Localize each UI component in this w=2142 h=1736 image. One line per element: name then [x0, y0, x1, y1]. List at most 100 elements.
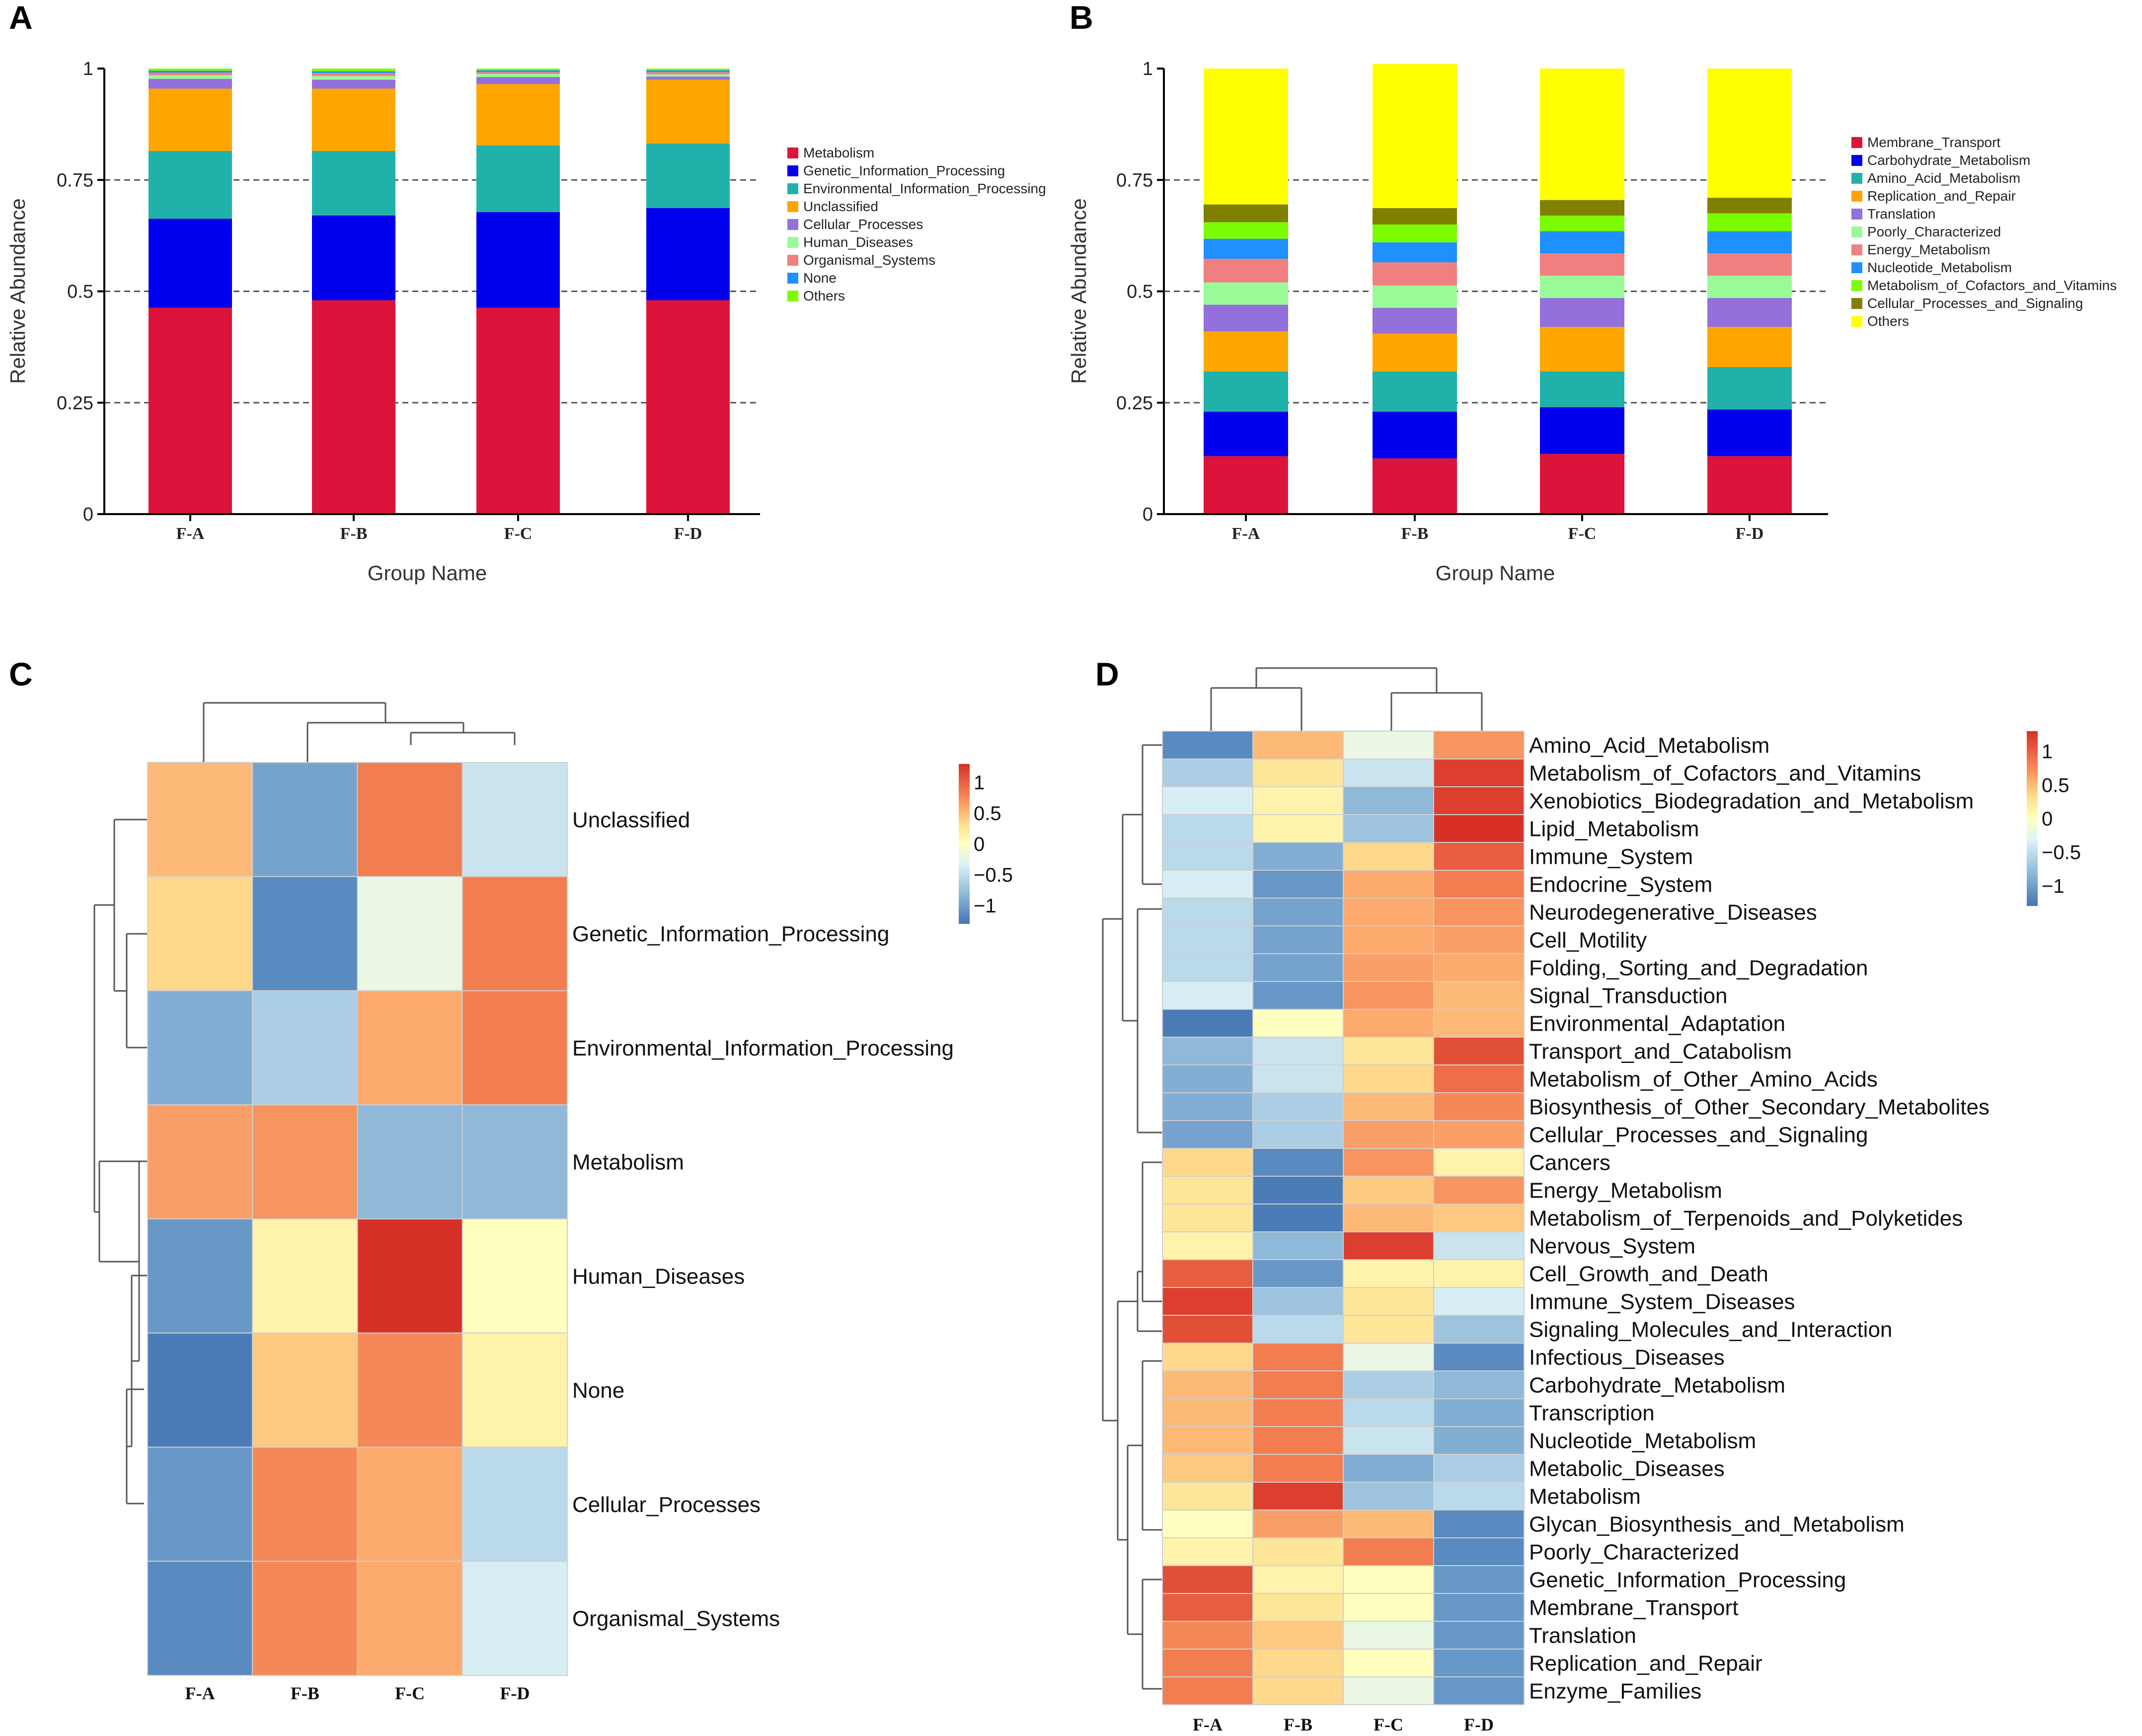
cell-immune-system-diseases-f-c [1343, 1287, 1434, 1316]
cell-environmental-information-processing-f-d [461, 990, 568, 1106]
cell-nucleotide-metabolism-f-a [1162, 1426, 1253, 1455]
cell-unclassified-f-a [147, 762, 253, 877]
cell-metabolism-of-terpenoids-and-polyketides-f-c [1343, 1204, 1434, 1232]
colorbar-tick-label: 0.5 [974, 803, 1001, 825]
cell-signal-transduction-f-b [1252, 981, 1344, 1010]
cell-infectious-diseases-f-d [1433, 1343, 1525, 1371]
bar-f-a-carbohydrate-metabolism [1204, 411, 1288, 456]
panel-a-x-ticks: F-A F-B F-C F-D [176, 514, 702, 543]
bar-f-b-metabolism [312, 300, 395, 514]
cell-replication-and-repair-f-b [1252, 1649, 1344, 1677]
cell-cancers-f-b [1252, 1148, 1344, 1177]
bar-f-a-poorly-characterized [1204, 282, 1288, 305]
cell-environmental-information-processing-f-a [147, 990, 253, 1106]
legend-swatch-human-diseases [787, 237, 798, 248]
legend-label-unclassified: Unclassified [803, 199, 878, 214]
cell-cellular-processes-f-c [357, 1446, 463, 1562]
cell-metabolism-f-b [252, 1104, 358, 1219]
cell-cell-motility-f-c [1343, 925, 1434, 954]
cell-environmental-information-processing-f-c [357, 990, 463, 1106]
cell-lipid-metabolism-f-d [1433, 814, 1525, 843]
cell-amino-acid-metabolism-f-b [1252, 731, 1344, 759]
bar-f-a-none [149, 71, 232, 73]
row-label-metabolism-of-other-amino-acids: Metabolism_of_Other_Amino_Acids [1529, 1067, 1878, 1091]
panel-c-dendrograms [93, 702, 516, 1505]
cell-xenobiotics-biodegradation-and-metabolism-f-a [1162, 786, 1253, 815]
cell-environmental-adaptation-f-c [1343, 1009, 1434, 1038]
cell-human-diseases-f-a [147, 1218, 253, 1334]
legend-swatch-poorly-characterized [1851, 226, 1862, 237]
cell-nucleotide-metabolism-f-b [1252, 1426, 1344, 1455]
legend-swatch-membrane-transport [1851, 137, 1862, 148]
cell-transcription-f-d [1433, 1398, 1525, 1427]
row-label-replication-and-repair: Replication_and_Repair [1529, 1651, 1762, 1675]
legend-label-none: None [803, 270, 837, 286]
bar-f-d-cellular-processes-and-signaling [1707, 198, 1792, 214]
row-label-folding-sorting-and-degradation: Folding,_Sorting_and_Degradation [1529, 956, 1868, 980]
cell-none-f-d [461, 1332, 568, 1448]
bar-f-c-metabolism [476, 307, 560, 514]
cell-cell-motility-f-b [1252, 925, 1344, 954]
cell-genetic-information-processing-f-a [1162, 1565, 1253, 1594]
cell-metabolism-f-a [147, 1104, 253, 1219]
y-tick-label: 0.5 [67, 282, 93, 302]
panel-b-x-axis-title: Group Name [1436, 561, 1555, 585]
bar-f-a-human-diseases [149, 75, 232, 79]
colorbar-tick-label: 0.5 [2042, 774, 2069, 796]
legend-swatch-metabolism-of-cofactors-and-vitamins [1851, 280, 1862, 291]
cell-organismal-systems-f-b [252, 1561, 358, 1676]
row-label-transcription: Transcription [1529, 1401, 1655, 1425]
bar-f-c-energy-metabolism [1540, 253, 1624, 276]
cell-infectious-diseases-f-c [1343, 1343, 1434, 1371]
panel-b-stacked-bar-chart: 0 0.25 0.5 0.75 1 F-A F-B F-C F-D Group Name Re… [1067, 59, 2117, 585]
x-tick-label-f-c: F-C [504, 525, 533, 543]
col-label-f-c: F-C [1374, 1715, 1403, 1735]
bar-f-d-organismal-systems [646, 72, 730, 75]
cell-environmental-adaptation-f-d [1433, 1009, 1525, 1038]
cell-organismal-systems-f-d [461, 1561, 568, 1676]
cell-endocrine-system-f-b [1252, 870, 1344, 899]
cell-replication-and-repair-f-d [1433, 1649, 1525, 1677]
bar-f-d-carbohydrate-metabolism [1707, 409, 1792, 456]
legend-label-others: Others [1867, 313, 1909, 329]
cell-cell-motility-f-d [1433, 925, 1525, 954]
cell-signal-transduction-f-d [1433, 981, 1525, 1010]
cell-cell-growth-and-death-f-a [1162, 1259, 1253, 1288]
cell-unclassified-f-d [461, 762, 568, 877]
bar-f-c-organismal-systems [476, 72, 560, 74]
x-tick-label-f-d: F-D [674, 525, 702, 543]
legend-label-organismal-systems: Organismal_Systems [803, 252, 935, 268]
panel-a-legend: Metabolism Genetic_Information_Processing… [787, 145, 1046, 303]
legend-label-replication-and-repair: Replication_and_Repair [1867, 188, 2016, 204]
cell-endocrine-system-f-a [1162, 870, 1253, 899]
bar-f-d-cellular-processes [646, 76, 730, 80]
legend-label-membrane-transport: Membrane_Transport [1867, 135, 2000, 150]
row-label-environmental-adaptation: Environmental_Adaptation [1529, 1011, 1785, 1036]
cell-immune-system-f-d [1433, 842, 1525, 871]
row-label-metabolism: Metabolism [1529, 1484, 1641, 1509]
panel-label-c: C [9, 656, 33, 692]
bar-f-d-none [646, 70, 730, 73]
cell-environmental-adaptation-f-b [1252, 1009, 1344, 1038]
bar-f-a-replication-and-repair [1204, 331, 1288, 372]
col-label-f-d: F-D [1464, 1715, 1494, 1735]
legend-swatch-nucleotide-metabolism [1851, 262, 1862, 273]
cell-cancers-f-a [1162, 1148, 1253, 1177]
panel-b-y-axis-title: Relative Abundance [1067, 198, 1090, 384]
cell-cellular-processes-and-signaling-f-c [1343, 1120, 1434, 1149]
bar-f-d-environmental-information-processing [646, 143, 730, 208]
cell-metabolism-f-c [1343, 1482, 1434, 1510]
col-label-f-c: F-C [395, 1683, 425, 1703]
cell-poorly-characterized-f-d [1433, 1537, 1525, 1566]
cell-folding-sorting-and-degradation-f-d [1433, 953, 1525, 982]
panel-d-column-labels: F-A F-B F-C F-D [1193, 1715, 1494, 1735]
cell-enzyme-families-f-d [1433, 1676, 1525, 1705]
cell-lipid-metabolism-f-c [1343, 814, 1434, 843]
col-label-f-a: F-A [185, 1683, 215, 1703]
row-label-infectious-diseases: Infectious_Diseases [1529, 1345, 1725, 1369]
bar-f-c-membrane-transport [1540, 453, 1624, 514]
cell-environmental-information-processing-f-b [252, 990, 358, 1106]
cell-carbohydrate-metabolism-f-b [1252, 1370, 1344, 1399]
legend-swatch-none [787, 273, 798, 284]
cell-glycan-biosynthesis-and-metabolism-f-a [1162, 1510, 1253, 1538]
